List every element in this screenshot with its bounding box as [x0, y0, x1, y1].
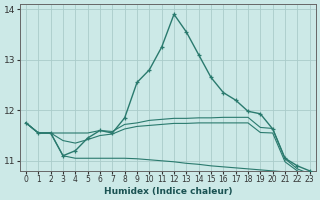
X-axis label: Humidex (Indice chaleur): Humidex (Indice chaleur) — [104, 187, 232, 196]
